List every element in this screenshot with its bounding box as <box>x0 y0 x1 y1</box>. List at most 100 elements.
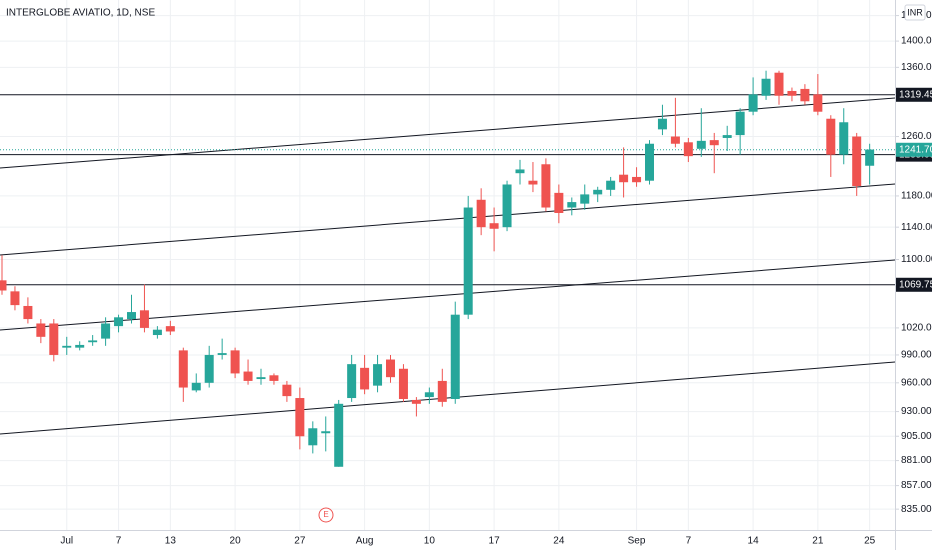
candle-body <box>787 90 797 96</box>
x-tick-label: 21 <box>812 536 824 547</box>
price-axis: 1440.001400.001360.001260.001180.001140.… <box>895 10 932 515</box>
candle-body <box>191 382 201 391</box>
candle-body <box>256 377 266 380</box>
candle-body <box>632 176 642 183</box>
candle-body <box>62 345 72 348</box>
y-tick-label: 1400.00 <box>901 36 932 47</box>
price-line-box <box>896 87 932 102</box>
y-tick-label: 835.00 <box>901 504 932 515</box>
y-tick-label: 1020.00 <box>901 323 932 334</box>
x-tick-label: 7 <box>686 536 692 547</box>
y-tick-label: 990.00 <box>901 350 932 361</box>
trend-line <box>0 259 896 331</box>
candle-body <box>735 111 745 136</box>
candle-body <box>373 364 383 386</box>
trend-line <box>0 97 896 169</box>
candle-body <box>852 136 862 187</box>
x-tick-label: 14 <box>748 536 760 547</box>
x-tick-label: Jul <box>60 536 73 547</box>
x-tick-label: Sep <box>628 536 646 547</box>
y-tick-label: 881.00 <box>901 455 932 466</box>
candle-body <box>204 354 214 383</box>
candle-body <box>75 344 85 348</box>
x-tick-label: 17 <box>489 536 501 547</box>
earnings-icon[interactable] <box>318 507 334 523</box>
candle-body <box>437 380 447 402</box>
earnings-label: E <box>323 510 328 519</box>
last-price-box <box>896 142 932 157</box>
y-tick-label: 857.00 <box>901 480 932 491</box>
candle-body <box>489 223 499 229</box>
candle-body <box>269 375 279 381</box>
candle-body <box>580 194 590 204</box>
y-tick-label: 1360.00 <box>901 62 932 73</box>
candle-body <box>657 118 667 130</box>
candle-body <box>321 431 331 434</box>
y-tick-label: 930.00 <box>901 406 932 417</box>
candle-body <box>347 364 357 399</box>
candle-body <box>761 78 771 96</box>
candle-body <box>606 180 616 190</box>
x-tick-label: 13 <box>165 536 177 547</box>
candle-body <box>36 323 46 337</box>
trend-line <box>0 183 896 256</box>
y-tick-label: 1140.00 <box>901 222 932 233</box>
chart-title: INTERGLOBE AVIATIO, 1D, NSE <box>6 8 155 19</box>
candle-body <box>398 368 408 399</box>
y-tick-label: 960.00 <box>901 377 932 388</box>
candle-body <box>243 371 253 381</box>
x-tick-label: 24 <box>553 536 565 547</box>
candle-body <box>334 403 344 467</box>
candle-body <box>386 359 395 378</box>
candle-body <box>282 384 292 397</box>
candle-body <box>23 305 33 320</box>
candle-body <box>230 350 240 374</box>
candle-body <box>619 174 629 183</box>
y-tick-label: 1260.00 <box>901 131 932 142</box>
candle-body <box>10 291 20 306</box>
x-tick-label: Aug <box>356 536 374 547</box>
candle-body <box>463 207 473 315</box>
x-tick-label: 25 <box>864 536 876 547</box>
time-axis: Jul 7 13 20 27 Aug 10 17 24 Sep 7 14 21 25 <box>60 536 875 547</box>
price-line-box <box>896 277 932 292</box>
candle-body <box>774 72 784 96</box>
candle-body <box>593 189 603 195</box>
candle-body <box>139 310 149 328</box>
x-tick-label: 7 <box>116 536 122 547</box>
candle-body <box>178 350 188 388</box>
candle-body <box>515 169 525 174</box>
candle-body <box>541 164 551 208</box>
candle-body <box>360 367 370 390</box>
candle-body <box>101 323 111 339</box>
candle-body <box>295 398 305 437</box>
x-tick-label: 20 <box>230 536 242 547</box>
candle-body <box>839 122 849 155</box>
candle-body <box>865 149 875 166</box>
candle-body <box>88 340 98 343</box>
candle-body <box>709 140 719 146</box>
candle-body <box>670 136 680 144</box>
y-tick-label: 1100.00 <box>901 254 932 265</box>
currency-box[interactable] <box>904 4 926 21</box>
candle-body <box>722 135 732 138</box>
candle-body <box>476 199 486 228</box>
x-tick-label: 10 <box>424 536 436 547</box>
candle-body <box>683 142 693 157</box>
candle-body <box>0 280 7 291</box>
candle-body <box>411 399 421 404</box>
candle-body <box>424 392 434 398</box>
candle-body <box>645 143 654 181</box>
price-line-label: 1069.75 <box>899 279 932 290</box>
candle-body <box>217 353 227 355</box>
candle-body <box>800 88 810 102</box>
price-lines <box>0 94 895 286</box>
y-tick-label: 1180.00 <box>901 191 932 202</box>
candle-body <box>49 323 59 355</box>
candle-body <box>114 317 124 327</box>
x-tick-label: 27 <box>294 536 306 547</box>
candle-body <box>152 329 162 336</box>
price-line-label: 1319.45 <box>899 89 932 100</box>
candles <box>0 70 875 467</box>
